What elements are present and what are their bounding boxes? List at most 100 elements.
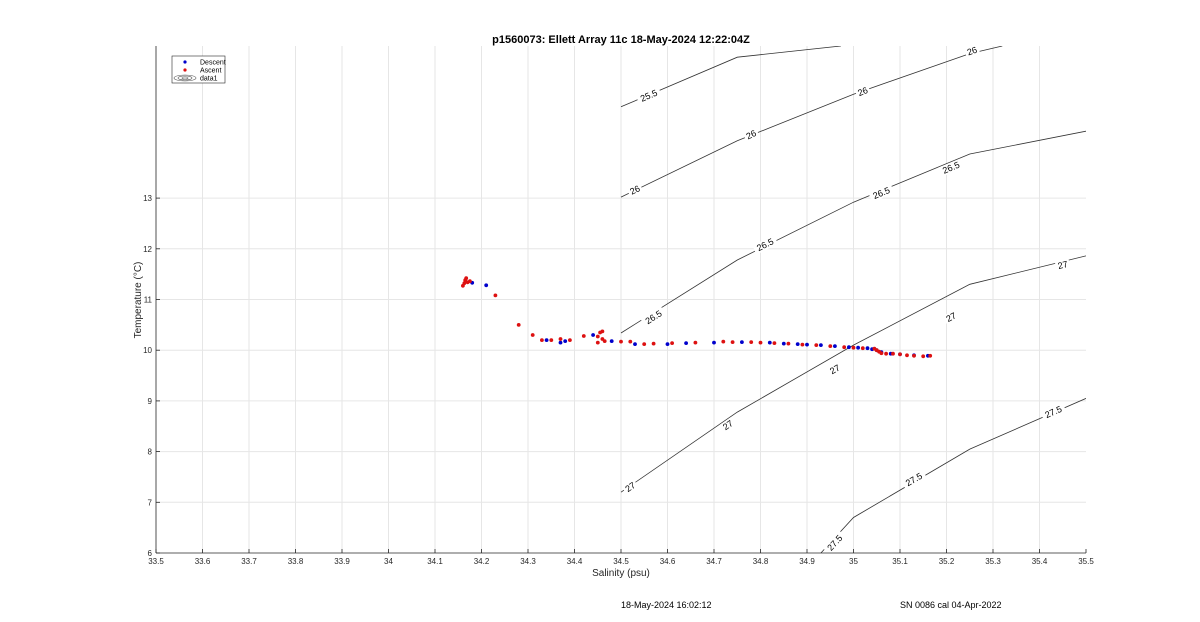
ascent-point bbox=[851, 345, 856, 350]
ascent-point bbox=[530, 333, 535, 337]
contour-label-bg bbox=[742, 127, 760, 143]
contour-label-bg bbox=[626, 182, 644, 198]
x-tick-label: 34 bbox=[384, 557, 393, 566]
contour-label: 27 bbox=[828, 363, 842, 377]
descent-point bbox=[781, 341, 786, 346]
contour-label-bg bbox=[823, 530, 847, 556]
ascent-point bbox=[540, 338, 544, 342]
ascent-point bbox=[693, 340, 698, 345]
descent-point bbox=[856, 345, 860, 350]
ascent-point bbox=[721, 339, 726, 344]
contour-label: 27 bbox=[1057, 259, 1069, 271]
contour-line-25.5 bbox=[620, 46, 841, 108]
contour-label-bg bbox=[640, 306, 667, 328]
x-tick-label: 35.4 bbox=[1032, 557, 1048, 566]
ascent-point bbox=[464, 276, 469, 281]
legend-marker-contour-inner bbox=[177, 75, 193, 81]
ascent-point bbox=[905, 353, 909, 358]
x-tick-label: 33.9 bbox=[334, 557, 350, 566]
contour-label-bg bbox=[752, 234, 779, 255]
contour-label-bg bbox=[826, 361, 844, 378]
contour-line-26 bbox=[620, 46, 1003, 198]
descent-point bbox=[819, 343, 823, 347]
ascent-point bbox=[786, 341, 791, 346]
contour-label: 26 bbox=[966, 45, 979, 58]
x-axis-label: Salinity (psu) bbox=[592, 568, 650, 579]
contour-label-bg bbox=[868, 183, 895, 203]
x-tick-label: 34.6 bbox=[660, 557, 676, 566]
ascent-point bbox=[602, 339, 607, 343]
contour-label: 26 bbox=[628, 183, 641, 196]
contour-label: 27 bbox=[944, 311, 958, 325]
ascent-point bbox=[558, 337, 563, 341]
descent-point bbox=[665, 342, 670, 346]
ascent-point bbox=[581, 334, 586, 338]
contour-label-bg bbox=[963, 44, 981, 59]
y-tick-label: 10 bbox=[143, 346, 152, 355]
footer-timestamp: 18-May-2024 16:02:12 bbox=[621, 600, 712, 610]
contour-line-27 bbox=[620, 255, 1086, 493]
descent-point bbox=[558, 340, 563, 345]
y-tick-label: 7 bbox=[148, 498, 153, 507]
descent-point bbox=[633, 342, 637, 346]
x-tick-label: 33.8 bbox=[288, 557, 304, 566]
x-tick-label: 35.3 bbox=[985, 557, 1001, 566]
grid-lines bbox=[156, 46, 1086, 553]
ascent-point bbox=[891, 351, 895, 356]
x-tick-label: 34.5 bbox=[613, 557, 629, 566]
ascent-point bbox=[860, 346, 865, 351]
descent-point bbox=[847, 345, 851, 350]
x-tick-label: 34.8 bbox=[753, 557, 769, 566]
y-tick-label: 8 bbox=[148, 448, 153, 457]
descent-point bbox=[795, 342, 800, 346]
descent-point bbox=[865, 346, 870, 351]
x-tick-label: 34.1 bbox=[427, 557, 443, 566]
ascent-point bbox=[595, 334, 600, 339]
ascent-point bbox=[462, 281, 467, 286]
contour-label-bg bbox=[1054, 258, 1071, 272]
descent-point bbox=[591, 333, 595, 337]
x-tick-label: 33.6 bbox=[195, 557, 211, 566]
ascent-point bbox=[758, 340, 763, 345]
contour-label: 27 bbox=[721, 418, 735, 432]
ascent-point bbox=[516, 323, 521, 327]
contour-label-bg bbox=[1040, 402, 1067, 422]
ascent-point bbox=[493, 293, 498, 298]
ascent-point bbox=[879, 351, 884, 356]
legend-label-descent: Descent bbox=[200, 60, 226, 67]
ascent-point bbox=[670, 341, 674, 345]
ascent-point bbox=[651, 341, 656, 346]
ascent-point bbox=[772, 341, 777, 345]
descent-point bbox=[833, 344, 837, 348]
ascent-point bbox=[749, 340, 754, 344]
ascent-point bbox=[928, 353, 933, 358]
ascent-point bbox=[842, 345, 847, 350]
ascent-point bbox=[912, 353, 916, 358]
ascent-point bbox=[642, 342, 647, 346]
y-tick-label: 13 bbox=[143, 194, 152, 203]
ascent-point bbox=[628, 339, 633, 344]
ascent-point bbox=[898, 352, 902, 357]
data-points bbox=[461, 276, 933, 359]
ascent-point bbox=[730, 340, 735, 344]
y-tick-label: 6 bbox=[148, 549, 153, 558]
ascent-point bbox=[921, 354, 926, 359]
contour-label: 26 bbox=[856, 85, 869, 98]
y-tick-label: 11 bbox=[144, 296, 153, 305]
contour-label-bg bbox=[621, 479, 639, 496]
x-tick-label: 35.5 bbox=[1078, 557, 1094, 566]
legend-marker-ascent bbox=[183, 68, 187, 72]
contour-label-bg bbox=[719, 417, 737, 434]
ascent-point bbox=[814, 343, 819, 347]
x-tick-label: 34.2 bbox=[474, 557, 490, 566]
chart-title: p1560073: Ellett Array 11c 18-May-2024 1… bbox=[492, 34, 750, 46]
y-axis-label: Temperature (°C) bbox=[133, 262, 144, 339]
descent-point bbox=[767, 340, 772, 345]
legend-label-ascent: Ascent bbox=[200, 68, 221, 75]
contour-label-bg bbox=[635, 86, 662, 105]
descent-point bbox=[740, 340, 744, 344]
legend-marker-contour bbox=[173, 74, 197, 82]
descent-point bbox=[544, 338, 549, 342]
x-tick-label: 34.3 bbox=[520, 557, 536, 566]
